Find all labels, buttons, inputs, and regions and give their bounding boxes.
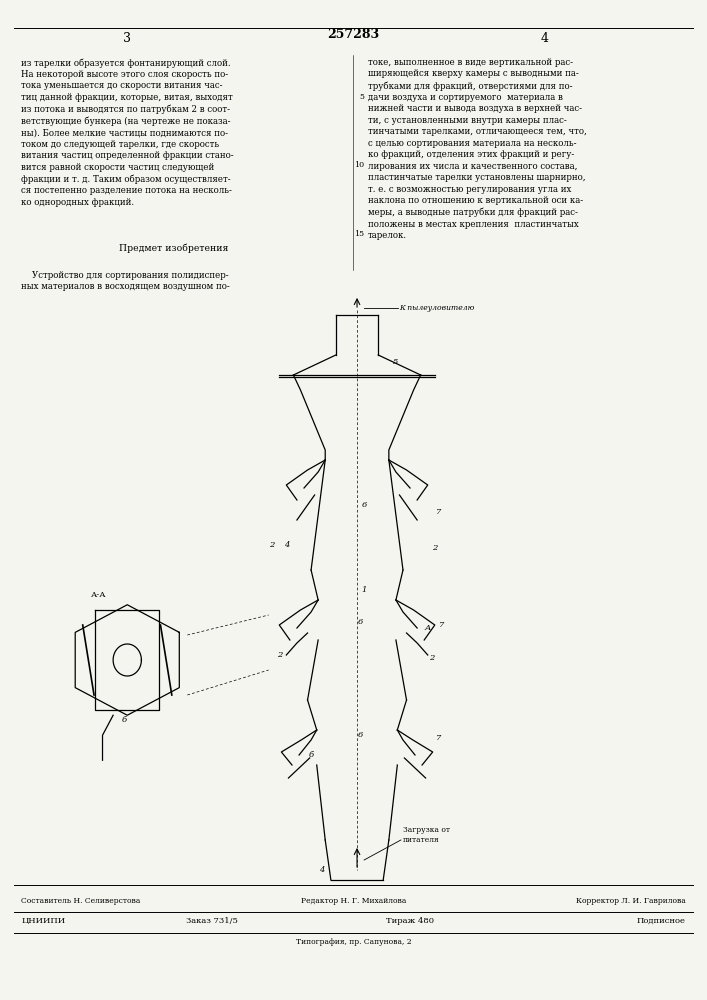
Text: Редактор Н. Г. Михайлова: Редактор Н. Г. Михайлова: [300, 897, 407, 905]
Text: 4: 4: [540, 31, 549, 44]
Text: 10: 10: [354, 161, 364, 169]
Text: 2: 2: [269, 541, 275, 549]
Text: А-А: А-А: [91, 591, 107, 599]
Text: 257283: 257283: [327, 28, 380, 41]
Text: Подписное: Подписное: [637, 917, 686, 925]
Text: Типография, пр. Сапунова, 2: Типография, пр. Сапунова, 2: [296, 938, 411, 946]
Text: 6: 6: [358, 731, 363, 739]
Text: 3: 3: [123, 31, 132, 44]
Text: 5: 5: [393, 358, 399, 366]
Text: б: б: [121, 716, 127, 724]
Text: 6: 6: [361, 501, 367, 509]
Text: Загрузка от
питателя: Загрузка от питателя: [403, 826, 450, 844]
Text: 6: 6: [358, 618, 363, 626]
Text: б: б: [308, 751, 314, 759]
Text: Предмет изобретения: Предмет изобретения: [119, 243, 228, 253]
Text: А: А: [424, 624, 431, 632]
Text: К пылеуловителю: К пылеуловителю: [399, 304, 475, 312]
Text: 7: 7: [439, 621, 445, 629]
Text: Корректор Л. И. Гаврилова: Корректор Л. И. Гаврилова: [576, 897, 686, 905]
Text: ЦНИИПИ: ЦНИИПИ: [21, 917, 65, 925]
Text: Тираж 480: Тираж 480: [386, 917, 434, 925]
Text: 2: 2: [276, 651, 282, 659]
Text: 15: 15: [354, 230, 364, 238]
Text: 2: 2: [432, 544, 438, 552]
Text: 5: 5: [359, 93, 364, 101]
Text: 7: 7: [436, 734, 441, 742]
Text: 2: 2: [428, 654, 434, 662]
Text: Заказ 731/5: Заказ 731/5: [186, 917, 238, 925]
Text: 4: 4: [319, 866, 325, 874]
Text: токе, выполненное в виде вертикальной рас-
ширяющейся кверху камеры с выводными : токе, выполненное в виде вертикальной ра…: [368, 58, 587, 240]
Text: Устройство для сортирования полидиспер-
ных материалов в восходящем воздушном по: Устройство для сортирования полидиспер- …: [21, 271, 230, 291]
Text: 1: 1: [361, 586, 367, 594]
Text: 4: 4: [284, 541, 289, 549]
Text: Составитель Н. Селиверстова: Составитель Н. Селиверстова: [21, 897, 141, 905]
Text: из тарелки образуется фонтанирующий слой.
На некоторой высоте этого слоя скорост: из тарелки образуется фонтанирующий слой…: [21, 58, 234, 207]
Text: 7: 7: [436, 508, 441, 516]
